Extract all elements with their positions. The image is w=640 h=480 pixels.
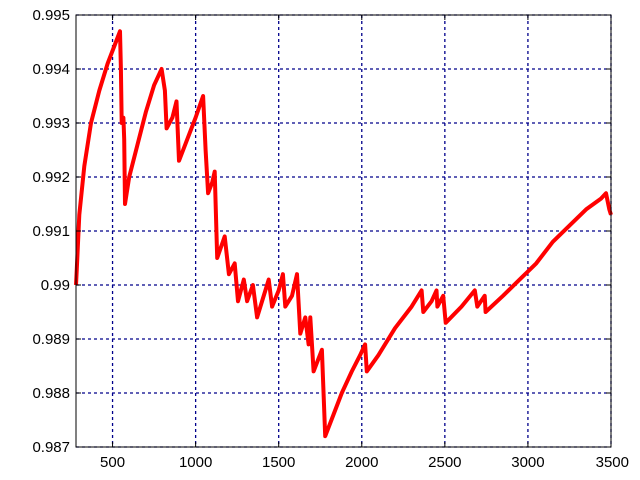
y-tick-label: 0.989 bbox=[32, 331, 70, 348]
y-tick-label: 0.992 bbox=[32, 169, 70, 186]
series-group bbox=[74, 29, 613, 439]
series-line bbox=[74, 29, 613, 439]
tick-marks bbox=[76, 14, 612, 448]
y-tick-label: 0.99 bbox=[41, 277, 70, 294]
x-tick-label: 1500 bbox=[262, 454, 295, 471]
x-tick-label: 1000 bbox=[179, 454, 212, 471]
y-tick-label: 0.987 bbox=[32, 439, 70, 456]
y-tick-label: 0.991 bbox=[32, 223, 70, 240]
x-tick-label: 3500 bbox=[596, 454, 629, 471]
y-tick-label: 0.995 bbox=[32, 7, 70, 24]
x-tick-label: 2500 bbox=[428, 454, 461, 471]
x-tick-label: 3000 bbox=[511, 454, 544, 471]
y-tick-labels: 0.987 0.988 0.989 0.99 0.991 0.992 0.993 0.994 0… bbox=[32, 7, 70, 456]
x-tick-label: 2000 bbox=[345, 454, 378, 471]
y-tick-label: 0.988 bbox=[32, 385, 70, 402]
y-tick-label: 0.994 bbox=[32, 61, 70, 78]
x-tick-label: 500 bbox=[100, 454, 125, 471]
y-tick-label: 0.993 bbox=[32, 115, 70, 132]
x-tick-labels: 500 1000 1500 2000 2500 3000 3500 bbox=[100, 454, 629, 471]
